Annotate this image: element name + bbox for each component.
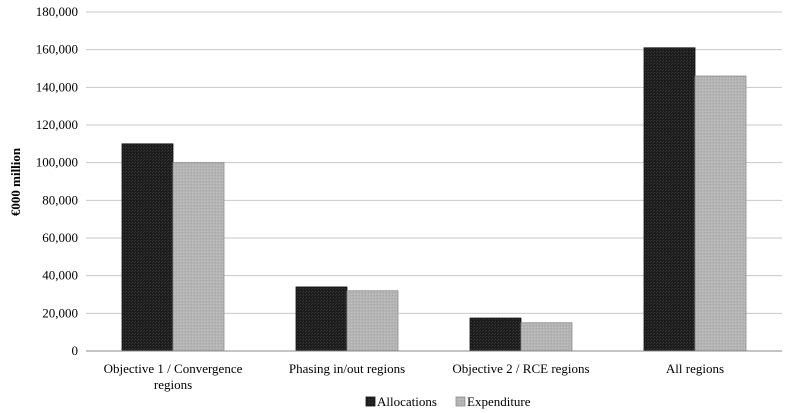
y-tick-label: 160,000 (36, 42, 78, 57)
bar-allocations-1 (295, 286, 348, 352)
legend-swatch-expenditure (455, 396, 466, 407)
y-tick-label: 60,000 (42, 230, 78, 245)
y-tick-label: 140,000 (36, 79, 78, 94)
y-tick-label: 0 (72, 343, 79, 358)
legend-swatch-allocations (365, 396, 376, 407)
x-axis-category-labels: Objective 1 / Convergence regions Phasing … (104, 361, 724, 392)
bar-expenditure-2 (520, 322, 573, 352)
y-tick-label: 100,000 (36, 155, 78, 170)
bar-allocations-3 (643, 47, 696, 352)
y-axis-ticks: 0 20,000 40,000 60,000 80,000 100,000 120,000 1… (36, 4, 78, 358)
y-axis-label: €000 million (8, 147, 23, 216)
bar-allocations-2 (469, 317, 522, 352)
y-tick-label: 80,000 (42, 192, 78, 207)
bar-expenditure-0 (172, 162, 225, 352)
legend: Allocations Expenditure (365, 394, 531, 409)
legend-label-allocations: Allocations (377, 394, 437, 409)
x-category-label-line: Objective 1 / Convergence (104, 361, 243, 376)
y-tick-label: 40,000 (42, 268, 78, 283)
x-category-label-line: regions (154, 377, 192, 392)
x-category-label: Phasing in/out regions (289, 361, 405, 376)
y-tick-label: 180,000 (36, 4, 78, 19)
bar-expenditure-1 (346, 290, 399, 352)
legend-label-expenditure: Expenditure (467, 394, 531, 409)
bar-expenditure-3 (694, 75, 747, 352)
x-category-label: Objective 2 / RCE regions (452, 361, 589, 376)
x-category-label-line: All regions (666, 361, 724, 376)
bars (121, 47, 747, 352)
x-category-label-line: Phasing in/out regions (289, 361, 405, 376)
y-tick-label: 20,000 (42, 305, 78, 320)
x-category-label: Objective 1 / Convergence regions (104, 361, 243, 392)
x-category-label-line: Objective 2 / RCE regions (452, 361, 589, 376)
bar-allocations-0 (121, 143, 174, 352)
y-tick-label: 120,000 (36, 117, 78, 132)
x-category-label: All regions (666, 361, 724, 376)
